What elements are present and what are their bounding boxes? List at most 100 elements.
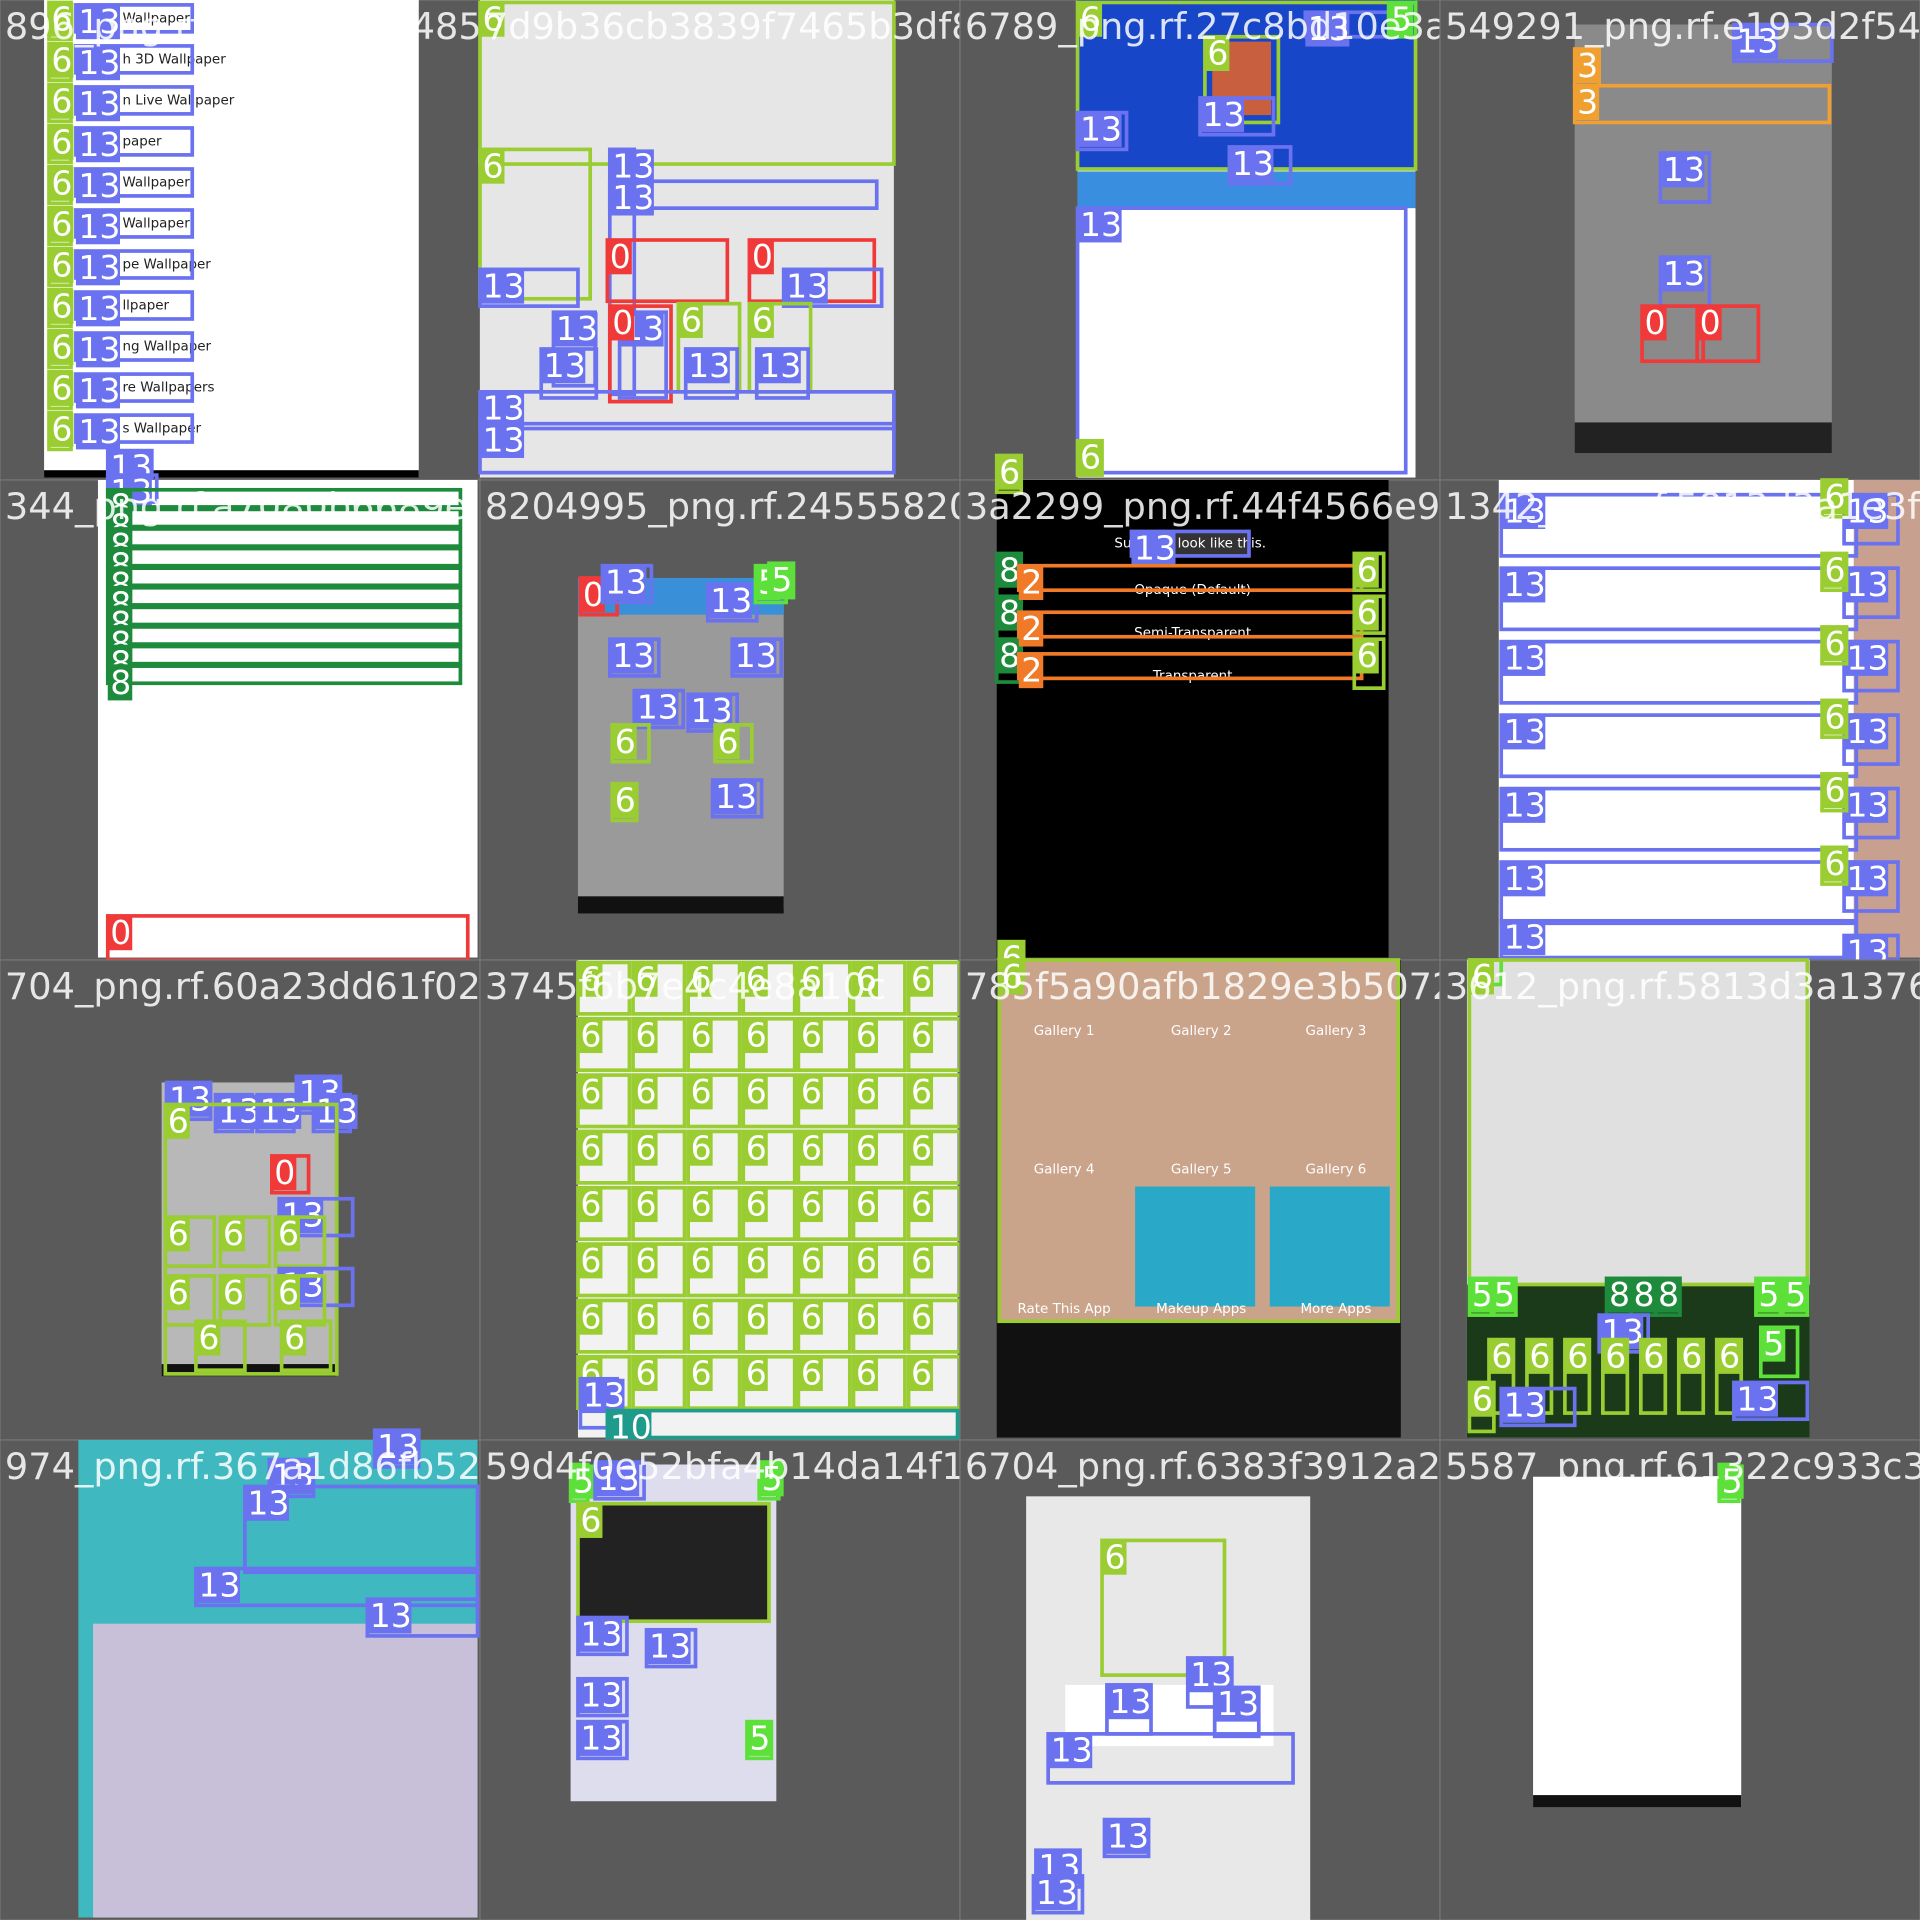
box-tag (75, 127, 120, 163)
box-tag (688, 1356, 713, 1392)
box-label: 6 (911, 1072, 932, 1111)
box-tag (1501, 788, 1546, 823)
box-tag (281, 1321, 307, 1356)
tile: 13 33 13 13 00 549291_png.rf.e193d2f5470f5cab (1439, 0, 1920, 481)
box-label: 5 (749, 1719, 770, 1758)
box-label: 6 (51, 40, 72, 79)
box-label: 5 (1494, 1275, 1515, 1314)
box-label: 6 (482, 146, 503, 185)
box-label: 6 (911, 1128, 932, 1167)
box-label: 6 (636, 1128, 657, 1167)
tile-title: 974_png.rf.367a1d86fb5257 (5, 1445, 528, 1488)
box-label: 6 (911, 959, 932, 998)
box-tag (756, 348, 801, 384)
box-label: 0 (1644, 303, 1665, 342)
box-label: 13 (1504, 1385, 1546, 1424)
box-tag (577, 1187, 603, 1223)
box-label: 13 (1308, 9, 1350, 48)
box-label: 5 (1722, 1461, 1743, 1500)
box-tag (1844, 715, 1889, 750)
box-tag (1131, 531, 1176, 566)
box-label: 6 (636, 1016, 657, 1055)
box-tag (853, 1187, 878, 1223)
box-label: 6 (1824, 771, 1845, 810)
box-label: 6 (1824, 477, 1845, 516)
box-label: 6 (746, 1185, 767, 1224)
box-label: 6 (801, 959, 822, 998)
box-tag (48, 412, 74, 447)
box-tag (743, 1187, 768, 1223)
box-label: 8 (999, 550, 1020, 589)
box-label: 13 (580, 1719, 622, 1758)
box-label: 6 (691, 1128, 712, 1167)
box-tag (215, 1094, 260, 1129)
box-label: 6 (691, 1354, 712, 1393)
bounding-box (478, 0, 896, 166)
box-tag (48, 207, 74, 242)
box-tag (374, 1430, 419, 1465)
ui-text: Gallery 3 (1306, 1024, 1367, 1039)
box-label: 13 (637, 687, 679, 726)
ui-text: Gallery 1 (1034, 1024, 1095, 1039)
ui-text: More Apps (1300, 1302, 1371, 1317)
box-tag (1640, 1339, 1666, 1374)
box-tag (165, 1104, 190, 1139)
ui-text: h 3D Wallpaper (122, 52, 226, 67)
box-label: 6 (1824, 844, 1845, 883)
box-tag (853, 1018, 878, 1054)
box-label: 6 (801, 1072, 822, 1111)
box-label: 6 (580, 1128, 601, 1167)
box-label: 13 (612, 146, 654, 185)
box-label: 13 (1036, 1873, 1078, 1912)
box-label: 6 (1472, 957, 1493, 996)
bounding-box (478, 390, 896, 431)
box-tag (633, 962, 658, 997)
box-label: 13 (78, 84, 120, 123)
box-tag (367, 1599, 412, 1634)
box-tag (195, 1321, 221, 1356)
ui-text: Gallery 2 (1171, 1024, 1232, 1039)
box-tag (1660, 257, 1705, 292)
box-label: 13 (1504, 492, 1546, 531)
box-label: 6 (51, 410, 72, 449)
box-label: 6 (856, 1072, 877, 1111)
box-tag (1104, 1819, 1149, 1854)
box-label: 13 (1847, 712, 1889, 751)
box-tag (749, 303, 774, 338)
tile-title: 6789_png.rf.27c8bd10e3a59 (965, 5, 1494, 48)
box-tag (1660, 153, 1705, 188)
box-tag (612, 783, 637, 818)
box-tag (853, 1131, 878, 1166)
box-tag (1077, 112, 1122, 147)
screen (1269, 1186, 1390, 1307)
box-tag (715, 724, 740, 760)
box-tag (75, 45, 120, 81)
box-label: 13 (78, 412, 120, 451)
bounding-box (997, 958, 1401, 1324)
box-tag (577, 1678, 623, 1714)
box-label: 6 (580, 1241, 601, 1280)
box-label: 6 (746, 1297, 767, 1336)
box-label: 6 (911, 1185, 932, 1224)
box-tag (1697, 306, 1722, 341)
box-tag (688, 1018, 713, 1054)
box-tag (48, 125, 74, 160)
box-label: 6 (636, 1072, 657, 1111)
box-label: 6 (801, 1185, 822, 1224)
box-tag (1782, 1278, 1808, 1313)
box-label: 13 (556, 309, 598, 348)
box-tag (798, 962, 823, 997)
box-tag (75, 415, 120, 450)
box-label: 13 (1736, 21, 1778, 60)
tile-title: 5587_png.rf.61322c933c31fced (1445, 1445, 1920, 1488)
box-tag (595, 1462, 640, 1497)
box-label: 6 (580, 1185, 601, 1224)
box-label: 6 (51, 81, 72, 120)
box-tag (746, 1721, 772, 1756)
box-label: 6 (856, 1128, 877, 1167)
box-label: 6 (1357, 593, 1378, 632)
box-tag (1678, 1339, 1704, 1374)
